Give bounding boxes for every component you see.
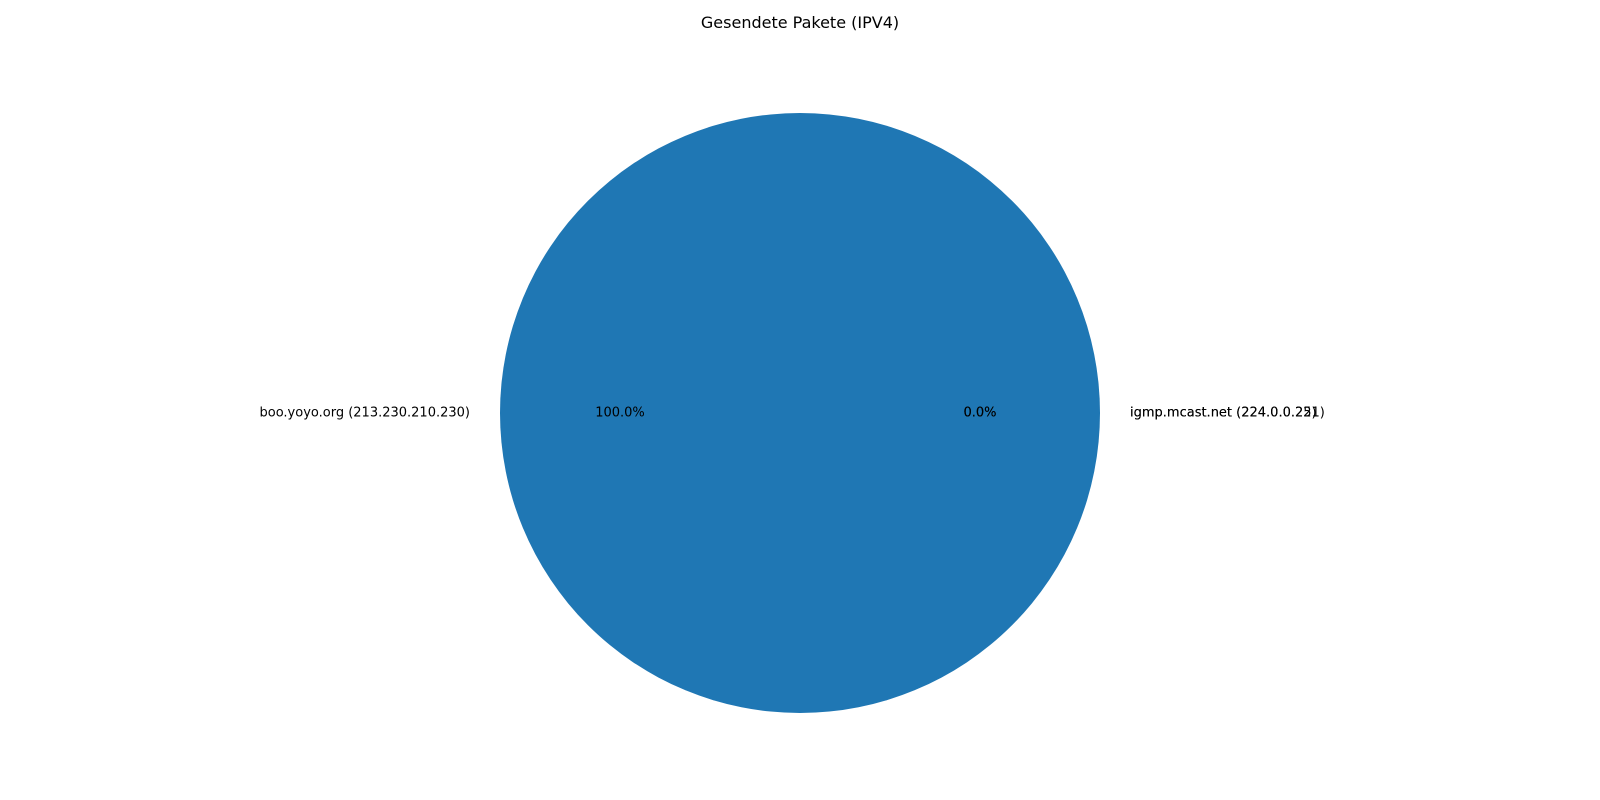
slice-1-label: boo.yoyo.org (213.230.210.230) xyxy=(259,406,470,421)
slice-2-label: igmp.mcast.net (224.0.0.22) xyxy=(1130,406,1317,421)
pie-labels: boo.yoyo.org (213.230.210.230) 100.0% igmp… xyxy=(259,406,1324,421)
pie-slices xyxy=(500,113,1100,713)
slice-1-percent-label: 100.0% xyxy=(595,406,645,421)
slice-3-percent-label: 0.0% xyxy=(963,406,996,421)
slice-3-label: igmp.mcast.net (224.0.0.251) xyxy=(1130,406,1325,421)
chart-title: Gesendete Pakete (IPV4) xyxy=(701,13,899,32)
slice-2-percent-label: 0.0% xyxy=(963,406,996,421)
slice-1 xyxy=(500,113,1100,713)
